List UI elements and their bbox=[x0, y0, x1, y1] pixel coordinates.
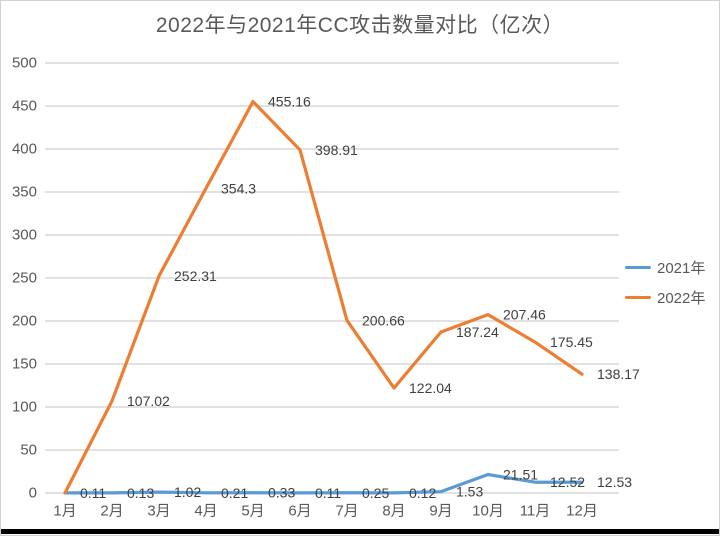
y-axis-tick-label: 400 bbox=[12, 141, 37, 158]
data-label: 1.53 bbox=[456, 484, 483, 500]
x-axis-tick-label: 4月 bbox=[194, 502, 217, 519]
series-line-2021 bbox=[63, 472, 584, 495]
data-label: 354.3 bbox=[221, 180, 256, 196]
x-axis-tick-label: 11月 bbox=[520, 502, 551, 519]
data-label: 122.04 bbox=[409, 380, 452, 396]
y-axis-tick-label: 100 bbox=[12, 399, 37, 416]
data-label: 0.33 bbox=[268, 485, 295, 501]
data-label: 175.45 bbox=[550, 334, 593, 350]
data-label: 0.21 bbox=[221, 485, 248, 501]
data-label: 200.66 bbox=[362, 312, 405, 328]
x-axis-tick-label: 5月 bbox=[241, 502, 264, 519]
data-label: 107.02 bbox=[127, 393, 170, 409]
x-axis-tick-label: 12月 bbox=[566, 502, 598, 519]
data-label: 252.31 bbox=[174, 268, 217, 284]
y-axis-tick-label: 0 bbox=[29, 485, 37, 502]
legend-item-2022: 2022年 bbox=[625, 287, 705, 308]
data-label: 12.53 bbox=[597, 474, 632, 490]
data-label: 398.91 bbox=[315, 142, 358, 158]
data-label: 207.46 bbox=[503, 307, 546, 323]
y-axis-tick-label: 500 bbox=[12, 55, 37, 72]
data-label: 0.11 bbox=[315, 485, 341, 501]
data-label: 138.17 bbox=[597, 366, 640, 382]
y-axis-tick-label: 300 bbox=[12, 227, 37, 244]
legend-label-2021: 2021年 bbox=[657, 260, 706, 277]
x-axis-tick-label: 2月 bbox=[100, 502, 123, 519]
data-label: 0.25 bbox=[362, 485, 389, 501]
data-label: 21.51 bbox=[503, 467, 538, 483]
series-line-2022 bbox=[63, 99, 584, 495]
data-label: 0.11 bbox=[80, 485, 106, 501]
x-axis-tick-label: 1月 bbox=[53, 502, 76, 519]
y-axis-tick-label: 50 bbox=[20, 442, 37, 459]
legend-item-2021: 2021年 bbox=[625, 257, 705, 278]
y-axis-tick-label: 150 bbox=[12, 356, 37, 373]
window-bottom-edge bbox=[1, 529, 719, 534]
legend-swatch-2021 bbox=[625, 266, 651, 269]
y-axis-tick-label: 200 bbox=[12, 313, 37, 330]
data-label: 1.02 bbox=[174, 484, 201, 500]
x-axis-tick-label: 6月 bbox=[288, 502, 311, 519]
legend-swatch-2022 bbox=[625, 296, 651, 299]
data-label: 0.13 bbox=[127, 485, 154, 501]
data-label: 12.52 bbox=[550, 474, 585, 490]
legend-label-2022: 2022年 bbox=[657, 290, 706, 307]
chart-title: 2022年与2021年CC攻击数量对比（亿次） bbox=[155, 14, 565, 37]
x-axis-tick-label: 8月 bbox=[382, 502, 405, 519]
x-axis-tick-label: 7月 bbox=[335, 502, 358, 519]
legend: 2021年 2022年 bbox=[625, 257, 705, 308]
data-label: 455.16 bbox=[268, 94, 311, 110]
y-axis-tick-label: 350 bbox=[12, 184, 37, 201]
y-axis-tick-label: 450 bbox=[12, 98, 37, 115]
data-label: 187.24 bbox=[456, 324, 499, 340]
x-axis-tick-label: 9月 bbox=[429, 502, 452, 519]
x-axis-tick-label: 10月 bbox=[472, 502, 504, 519]
x-axis-tick-label: 3月 bbox=[147, 502, 170, 519]
y-axis-tick-label: 250 bbox=[12, 270, 37, 287]
data-label: 0.12 bbox=[409, 485, 436, 501]
